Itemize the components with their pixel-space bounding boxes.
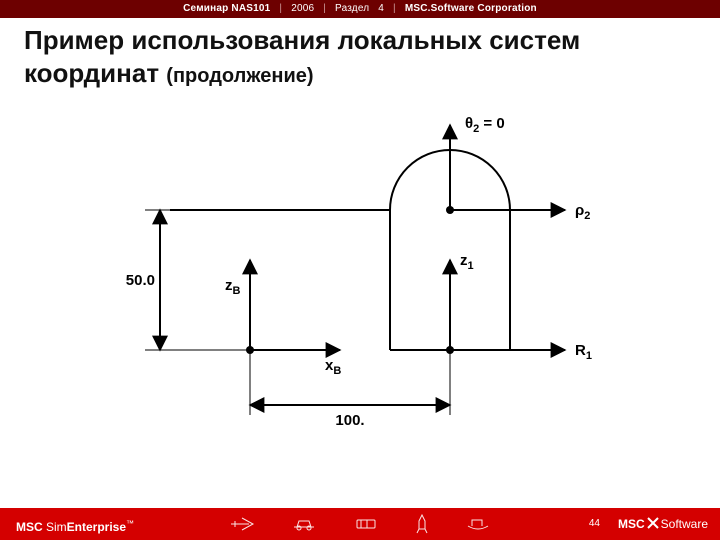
label-theta2: θ2 = 0	[465, 115, 505, 135]
plane-icon	[229, 516, 255, 532]
top-bar: Семинар NAS101 | 2006 | Раздел 4 | MSC.S…	[0, 0, 720, 18]
brand-left: MSC SimEnterprise™	[16, 508, 134, 543]
brand-right: MSCSoftware	[618, 508, 708, 540]
dim-vertical-text: 50.0	[126, 272, 155, 289]
label-R1: R1	[575, 342, 592, 362]
ship-icon	[465, 516, 491, 532]
label-zB: zB	[225, 277, 241, 297]
coord-systems-diagram: 50.0 100. θ2 = 0 ρ2 z1 R1 zB xB	[90, 110, 630, 450]
separator: |	[273, 3, 288, 14]
page-number: 44	[589, 508, 600, 540]
title-sub: (продолжение)	[166, 65, 313, 87]
separator: |	[317, 3, 332, 14]
topbar-year: 2006	[291, 3, 314, 14]
car-icon	[291, 516, 317, 532]
topbar-seminar: Семинар NAS101	[183, 3, 270, 14]
slide-title: Пример использования локальных систем ко…	[24, 24, 684, 89]
label-rho2: ρ2	[575, 202, 590, 222]
x-logo-icon	[646, 516, 660, 530]
rocket-icon	[415, 514, 429, 534]
topbar-section-label: Раздел	[335, 3, 369, 14]
topbar-section-num: 4	[378, 3, 384, 14]
dim-horizontal-text: 100.	[335, 412, 364, 429]
footer-bar: MSC SimEnterprise™ 44 MSCSoftware	[0, 508, 720, 540]
train-icon	[353, 516, 379, 532]
topbar-company: MSC.Software Corporation	[405, 3, 537, 14]
separator: |	[387, 3, 402, 14]
origin-2-dot	[446, 206, 454, 214]
label-xB: xB	[325, 357, 341, 377]
label-z1: z1	[460, 252, 474, 272]
